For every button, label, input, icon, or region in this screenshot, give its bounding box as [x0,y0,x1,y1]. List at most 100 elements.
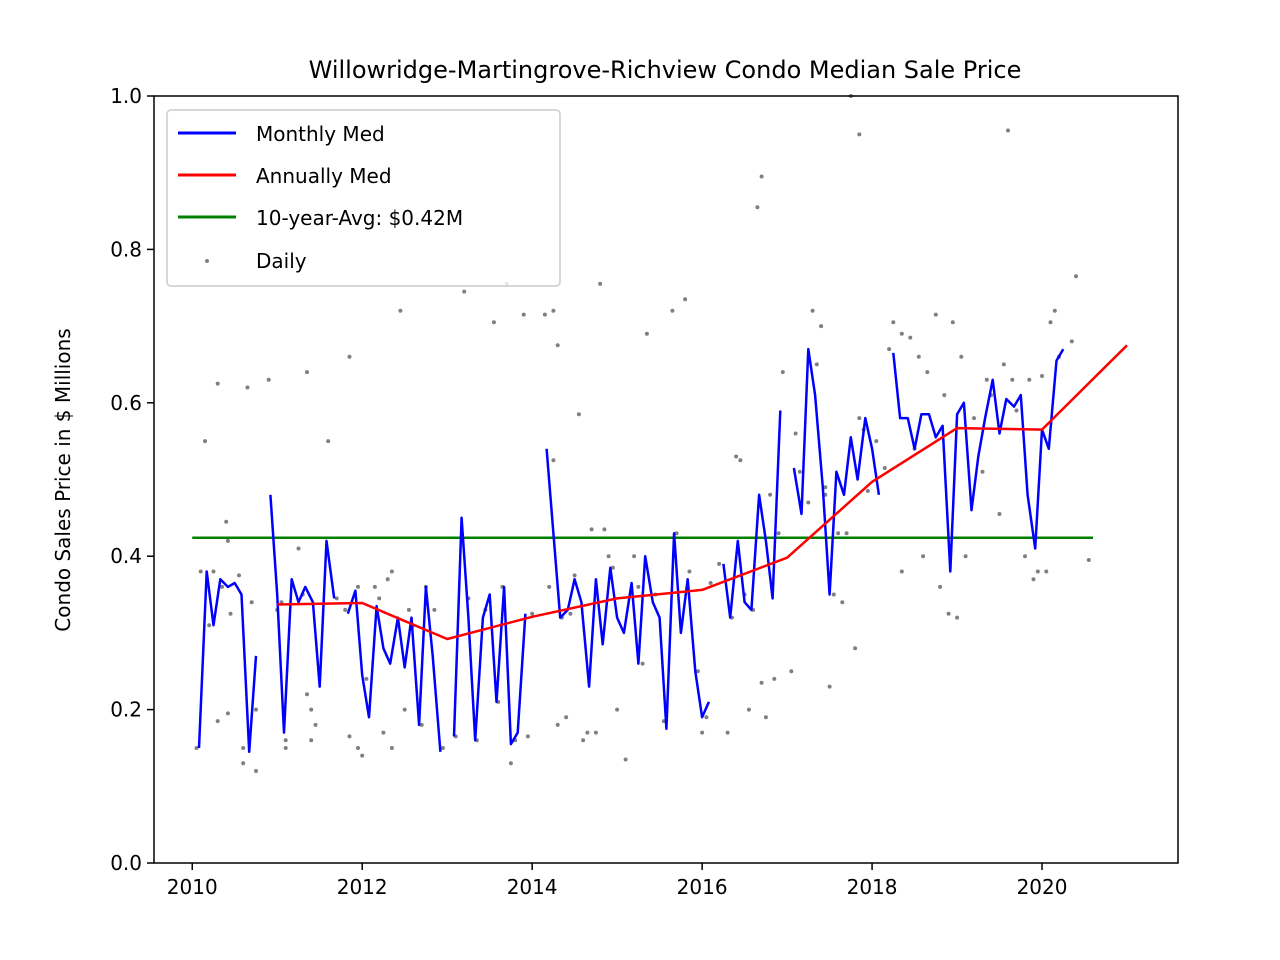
y-tick-label: 0.8 [110,237,142,261]
daily-point [700,730,705,735]
daily-point [610,565,615,570]
daily-point [899,569,904,574]
daily-point [296,546,301,551]
daily-point [462,289,467,294]
daily-point [827,684,832,689]
daily-point [1074,274,1078,279]
daily-point [249,600,254,605]
daily-point [385,577,390,582]
daily-point [606,554,611,559]
daily-point [377,596,382,601]
legend: Monthly Med Annually Med 10-year-Avg: $0… [166,109,561,287]
daily-point [215,381,220,386]
daily-point [759,680,764,685]
daily-point [972,416,976,421]
daily-point [755,205,760,210]
x-tick-label: 2016 [677,875,728,899]
chart-title: Willowridge-Martingrove-Richview Condo M… [309,56,1022,84]
daily-point [1052,308,1057,313]
daily-point [1014,408,1019,413]
daily-point [980,469,985,474]
y-axis: 0.0 0.2 0.4 0.6 0.8 1.0 [110,84,154,875]
daily-point [406,607,411,612]
daily-point [1006,128,1010,133]
daily-point [819,324,824,329]
monthly-line-segment [792,347,881,596]
daily-point [899,331,904,336]
daily-point [674,531,679,536]
daily-point [551,308,556,313]
daily-point [640,661,645,666]
daily-point [997,512,1002,516]
y-tick-label: 0.0 [110,851,142,875]
daily-point [585,730,590,735]
daily-point [623,757,628,762]
x-tick-label: 2012 [337,875,388,899]
daily-point [806,500,811,505]
daily-point [708,581,713,585]
x-tick-label: 2020 [1017,875,1068,899]
monthly-line-segment [452,516,527,746]
daily-point [1040,374,1044,378]
daily-point [309,738,314,743]
daily-point [823,485,828,490]
daily-point [955,615,960,620]
daily-point [1048,320,1053,325]
daily-point [831,592,836,597]
daily-point [491,320,496,325]
daily-point [254,707,258,712]
daily-point [738,458,743,463]
annual-line [277,344,1128,641]
daily-point [309,707,314,712]
daily-point [725,730,730,735]
daily-point [364,676,369,681]
daily-point [334,596,339,601]
daily-point [1044,569,1049,574]
monthly-line-segment [269,494,336,734]
y-tick-label: 0.2 [110,698,142,722]
daily-point [551,458,556,463]
daily-point [925,370,930,375]
daily-point [237,573,241,578]
daily-point [916,354,921,359]
monthly-line-segment [346,585,442,752]
daily-point [793,431,798,436]
daily-point [763,715,768,720]
daily-point [950,320,955,325]
daily-point [844,531,849,536]
daily-point [547,584,552,589]
daily-point [963,554,968,559]
daily-point [356,746,360,750]
monthly-line-segment [722,410,782,619]
daily-point [389,746,394,750]
monthly-line-segment [197,570,258,754]
daily-scatter [194,94,1091,773]
legend-label-annual: Annually Med [256,164,392,188]
daily-point [207,623,212,628]
daily-point [938,584,943,589]
daily-point [891,320,896,325]
daily-point [942,393,947,398]
daily-point [254,769,258,773]
daily-point [402,707,407,712]
daily-point [840,600,845,605]
daily-point [347,354,352,359]
daily-point [598,281,603,286]
daily-point [589,527,594,532]
daily-point [343,607,348,612]
daily-point [224,519,229,524]
legend-label-average: 10-year-Avg: $0.42M [256,206,463,230]
daily-point [555,722,560,727]
daily-point [1086,558,1091,562]
daily-point [521,312,526,317]
daily-point [198,569,203,574]
daily-point [220,584,224,589]
daily-point [632,554,637,559]
daily-point [874,439,879,444]
daily-point [372,584,377,589]
daily-point [225,711,230,716]
plot-frame [153,95,1179,864]
daily-point [508,761,513,766]
daily-point [305,370,309,375]
